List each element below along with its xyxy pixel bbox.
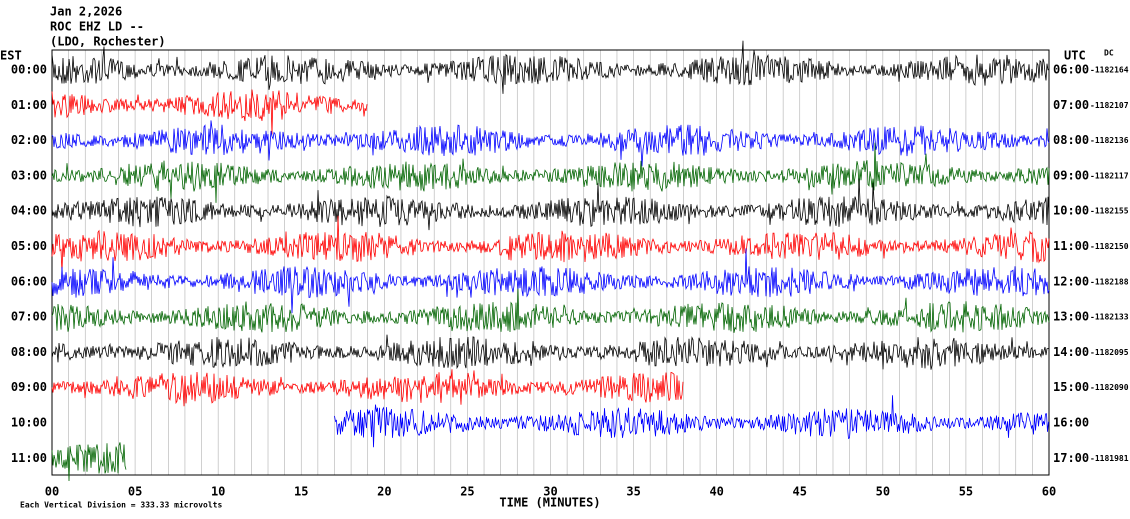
est-label: 06:00: [11, 274, 47, 288]
dc-value: -1182090: [1090, 383, 1129, 392]
footer: Each Vertical Division = 333.33 microvol…: [20, 500, 222, 510]
utc-label: 10:00: [1053, 204, 1089, 218]
x-tick-label: 55: [959, 485, 973, 499]
trace: [334, 395, 1049, 448]
utc-label: 09:00: [1053, 168, 1089, 182]
est-label: 03:00: [11, 168, 47, 182]
est-label: 07:00: [11, 310, 47, 324]
dc-value: -1182188: [1090, 277, 1129, 286]
utc-label: 06:00: [1053, 63, 1089, 77]
dc-value: -1182133: [1090, 313, 1129, 322]
dc-value: -1182095: [1090, 348, 1129, 357]
x-tick-label: 35: [626, 485, 640, 499]
est-label: 04:00: [11, 204, 47, 218]
location: (LDO, Rochester): [50, 35, 166, 49]
utc-label: 11:00: [1053, 239, 1089, 253]
est-label: 01:00: [11, 98, 47, 112]
trace: [51, 215, 1050, 274]
trace: [51, 40, 1050, 94]
trace: [51, 369, 684, 407]
dc-value: -1181981: [1090, 454, 1129, 463]
x-tick-label: 25: [460, 485, 474, 499]
trace: [51, 89, 368, 135]
est-label: 11:00: [11, 451, 47, 465]
trace: [51, 442, 127, 482]
dc-value: -1182117: [1090, 171, 1129, 180]
right-zone: UTC: [1064, 49, 1086, 63]
x-tick-label: 45: [793, 485, 807, 499]
utc-label: 16:00: [1053, 416, 1089, 430]
date: Jan 2,2026: [50, 5, 122, 19]
x-tick-label: 30: [543, 485, 557, 499]
dc-value: -1182150: [1090, 242, 1129, 251]
x-tick-label: 60: [1042, 485, 1056, 499]
est-label: 05:00: [11, 239, 47, 253]
est-label: 02:00: [11, 133, 47, 147]
trace: [51, 288, 1050, 333]
dc-value: -1182136: [1090, 136, 1129, 145]
dc-value: -1182155: [1090, 207, 1129, 216]
x-tick-label: 50: [876, 485, 890, 499]
utc-label: 08:00: [1053, 133, 1089, 147]
est-label: 08:00: [11, 345, 47, 359]
station: ROC EHZ LD --: [50, 20, 144, 34]
x-tick-label: 00: [45, 485, 59, 499]
frame: [51, 49, 1050, 476]
dc-label: DC: [1104, 49, 1114, 58]
x-tick-label: 15: [294, 485, 308, 499]
trace: [51, 142, 1050, 203]
trace: [51, 120, 1050, 167]
x-tick-label: 10: [211, 485, 225, 499]
est-label: 10:00: [11, 416, 47, 430]
utc-label: 07:00: [1053, 98, 1089, 112]
x-tick-label: 20: [377, 485, 391, 499]
x-axis-title: TIME (MINUTES): [499, 496, 600, 510]
utc-label: 17:00: [1053, 451, 1089, 465]
utc-label: 12:00: [1053, 274, 1089, 288]
est-label: 00:00: [11, 63, 47, 77]
utc-label: 13:00: [1053, 310, 1089, 324]
trace: [51, 248, 1050, 314]
trace: [51, 334, 1050, 370]
x-tick-label: 05: [128, 485, 142, 499]
dc-value: -1182107: [1090, 101, 1129, 110]
left-zone: EST: [0, 49, 22, 63]
est-label: 09:00: [11, 380, 47, 394]
utc-label: 15:00: [1053, 380, 1089, 394]
trace: [51, 178, 1050, 231]
x-tick-label: 40: [709, 485, 723, 499]
utc-label: 14:00: [1053, 345, 1089, 359]
dc-value: -1182164: [1090, 66, 1129, 75]
